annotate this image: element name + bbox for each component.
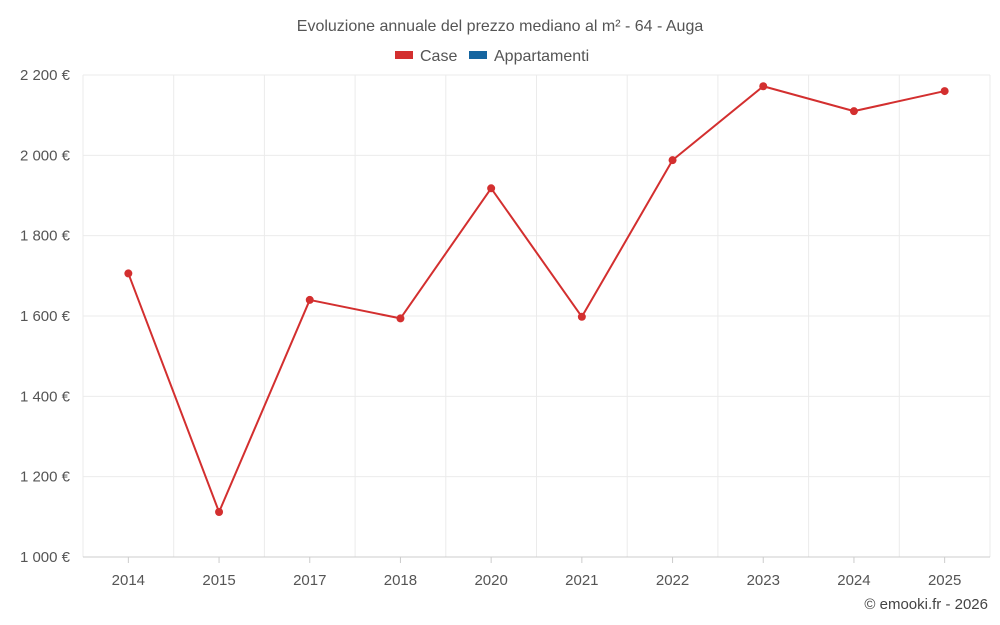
x-tick-label: 2014 (112, 572, 145, 589)
credit-text: © emooki.fr - 2026 (864, 596, 988, 613)
y-tick-label: 2 000 € (20, 147, 71, 164)
x-tick-label: 2015 (202, 572, 235, 589)
legend-swatch-case (395, 51, 413, 59)
x-tick-label: 2021 (565, 572, 598, 589)
data-point-case[interactable] (759, 82, 768, 91)
y-tick-label: 1 000 € (20, 549, 71, 566)
data-point-case[interactable] (396, 314, 405, 323)
legend-swatch-appartamenti (469, 51, 487, 59)
data-point-case[interactable] (940, 87, 949, 96)
y-axis: 1 000 € 1 200 € 1 400 € 1 600 € 1 800 € 2 000… (20, 67, 71, 566)
legend-item-case[interactable]: Case (395, 48, 457, 65)
y-tick-label: 2 200 € (20, 67, 71, 84)
gridlines (82, 74, 991, 557)
series-case (124, 82, 949, 517)
data-point-case[interactable] (124, 269, 133, 278)
legend: Case Appartamenti (395, 48, 589, 65)
x-tick-label: 2024 (837, 572, 870, 589)
series-line-case (127, 85, 945, 514)
x-tick-label: 2020 (474, 572, 507, 589)
x-axis: 2014 2015 2017 2018 2020 2021 2022 2023 2024 2025 (83, 556, 990, 589)
data-point-case[interactable] (487, 184, 496, 193)
legend-label-appartamenti: Appartamenti (494, 48, 589, 65)
x-tick-label: 2025 (928, 572, 961, 589)
data-point-case[interactable] (577, 312, 586, 321)
data-point-case[interactable] (849, 107, 858, 116)
x-tick-label: 2023 (747, 572, 780, 589)
x-tick-label: 2022 (656, 572, 689, 589)
x-tick-label: 2017 (293, 572, 326, 589)
legend-label-case: Case (420, 48, 457, 65)
data-point-case[interactable] (305, 295, 314, 304)
y-tick-label: 1 600 € (20, 308, 71, 325)
y-tick-label: 1 200 € (20, 469, 71, 486)
data-point-case[interactable] (215, 508, 224, 517)
y-tick-label: 1 800 € (20, 228, 71, 245)
data-point-case[interactable] (668, 156, 677, 165)
y-tick-label: 1 400 € (20, 388, 71, 405)
chart-title: Evoluzione annuale del prezzo mediano al… (297, 18, 704, 35)
x-tick-label: 2018 (384, 572, 417, 589)
legend-item-appartamenti[interactable]: Appartamenti (469, 48, 589, 65)
